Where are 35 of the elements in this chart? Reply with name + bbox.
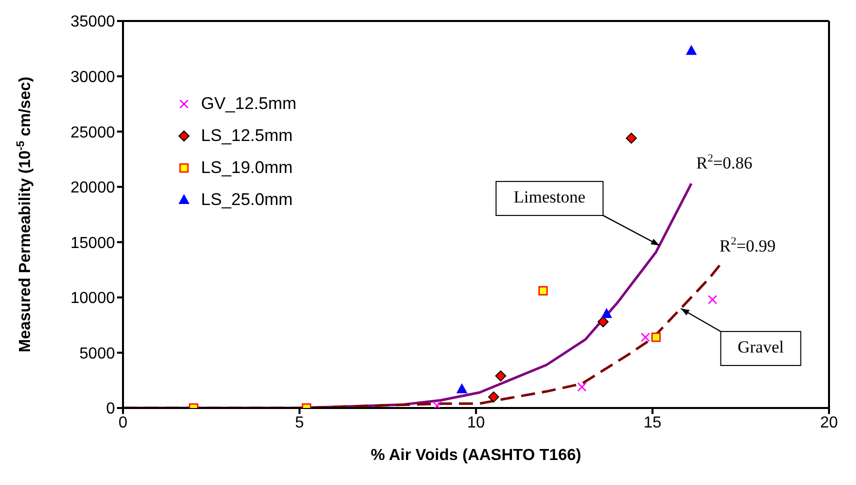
point xyxy=(577,382,587,392)
y-tick-label: 35000 xyxy=(70,14,116,31)
point xyxy=(686,44,697,55)
annotation: R$^{2}$=0.86 xyxy=(696,152,752,172)
y-tick-label: 20000 xyxy=(70,180,116,197)
y-tick-label: 25000 xyxy=(70,124,116,142)
x-axis-title: % Air Voids (AASHTO T166) xyxy=(370,447,582,464)
point xyxy=(598,316,609,328)
annotation: Gravel xyxy=(738,337,784,356)
point xyxy=(708,294,718,304)
y-tick-label: 0 xyxy=(106,400,116,418)
point xyxy=(626,132,637,144)
point xyxy=(601,308,612,318)
y-tick-label: 10000 xyxy=(70,290,116,308)
annotation: Limestone xyxy=(514,187,586,206)
legend-label: LS_19.0mm xyxy=(201,158,293,178)
point xyxy=(456,383,468,394)
y-tick-label: 5000 xyxy=(79,345,116,362)
x-tick-label: 5 xyxy=(295,414,304,432)
legend-label: GV_12.5mm xyxy=(201,94,296,114)
x-tick-label: 15 xyxy=(644,414,662,432)
legend-label: LS_12.5mm xyxy=(201,126,293,146)
y-tick-label: 15000 xyxy=(70,234,116,252)
x-tick-label: 10 xyxy=(467,414,485,432)
legend-label: LS_25.0mm xyxy=(201,190,293,210)
y-tick-label: 30000 xyxy=(70,68,116,86)
point xyxy=(640,332,650,342)
x-tick-label: 0 xyxy=(118,414,128,432)
point xyxy=(488,391,500,402)
point xyxy=(432,401,442,408)
point xyxy=(495,370,506,382)
x-tick-label: 20 xyxy=(820,414,838,432)
point xyxy=(651,332,661,342)
annotation: R$^{2}$=0.99 xyxy=(719,234,776,256)
point xyxy=(538,286,548,296)
